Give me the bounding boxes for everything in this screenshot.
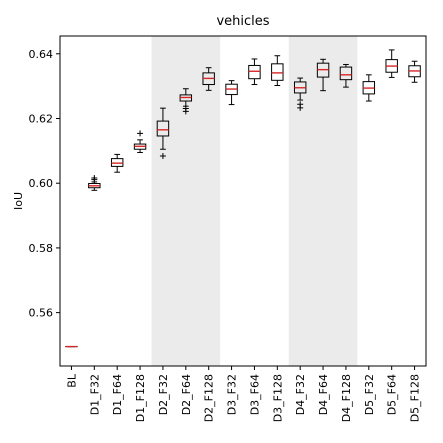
x-tick-label: D3_F128 — [271, 374, 284, 422]
x-tick-label: D5_F128 — [409, 374, 422, 422]
y-tick-label: 0.62 — [29, 113, 54, 126]
box-d5-f128 — [408, 60, 421, 83]
box-body — [339, 66, 353, 81]
axes-frame — [59, 35, 427, 367]
box-d3-f64 — [248, 58, 261, 86]
box-d5-f64 — [385, 49, 398, 78]
box-d5-f32 — [362, 74, 376, 102]
box-d2-f32 — [156, 107, 170, 160]
box-d3-f32 — [225, 80, 238, 106]
box-d4-f32 — [293, 77, 307, 111]
box-d1-f32 — [88, 175, 101, 191]
flier-marker — [159, 153, 166, 160]
x-tick-label: D4_F128 — [340, 374, 353, 422]
x-tick-label: D5_F32 — [363, 374, 376, 415]
shaded-band — [151, 36, 221, 366]
box-d2-f128 — [202, 67, 215, 91]
x-tick-label: D2_F32 — [157, 374, 170, 415]
x-tick-label: D3_F64 — [248, 374, 261, 415]
x-tick-label: D2_F64 — [180, 374, 193, 415]
x-tick-label: D5_F64 — [386, 374, 399, 415]
y-tick-label: 0.58 — [29, 242, 54, 255]
y-tick-label: 0.56 — [29, 307, 54, 320]
y-axis: 0.56 0.58 0.60 0.62 0.64 — [29, 48, 60, 320]
x-tick-label: BL — [65, 373, 78, 388]
box-d4-f64 — [316, 58, 330, 92]
box-series — [65, 49, 421, 348]
box-d1-f64 — [110, 153, 124, 173]
box-d1-f128 — [133, 130, 147, 153]
flier-marker — [137, 130, 144, 137]
plot-area — [59, 35, 427, 367]
shaded-bands — [151, 36, 358, 366]
x-tick-label: D3_F32 — [226, 374, 239, 415]
box-d3-f128 — [271, 55, 284, 86]
box-body — [271, 63, 284, 81]
y-axis-label: IoU — [12, 192, 25, 210]
box-d2-f64 — [179, 88, 193, 115]
x-tick-label: D1_F64 — [111, 374, 124, 415]
x-tick-label: D1_F128 — [134, 374, 147, 422]
box-body — [156, 120, 170, 137]
y-tick-label: 0.60 — [29, 177, 54, 190]
x-tick-label: D1_F32 — [88, 374, 101, 415]
y-tick-label: 0.64 — [29, 48, 54, 61]
chart-title: vehicles — [216, 14, 269, 29]
x-tick-label: D4_F32 — [294, 374, 307, 415]
x-tick-label: D4_F64 — [317, 374, 330, 415]
flier-marker — [91, 176, 98, 183]
flier-marker — [182, 108, 189, 115]
x-axis: BL D1_F32 D1_F64 D1_F128 D2_F32 D2_F64 D2_F128… — [65, 366, 422, 422]
box-d4-f128 — [339, 63, 353, 88]
x-tick-label: D2_F128 — [203, 374, 216, 422]
box-body — [248, 64, 261, 80]
flier-marker — [297, 104, 304, 111]
